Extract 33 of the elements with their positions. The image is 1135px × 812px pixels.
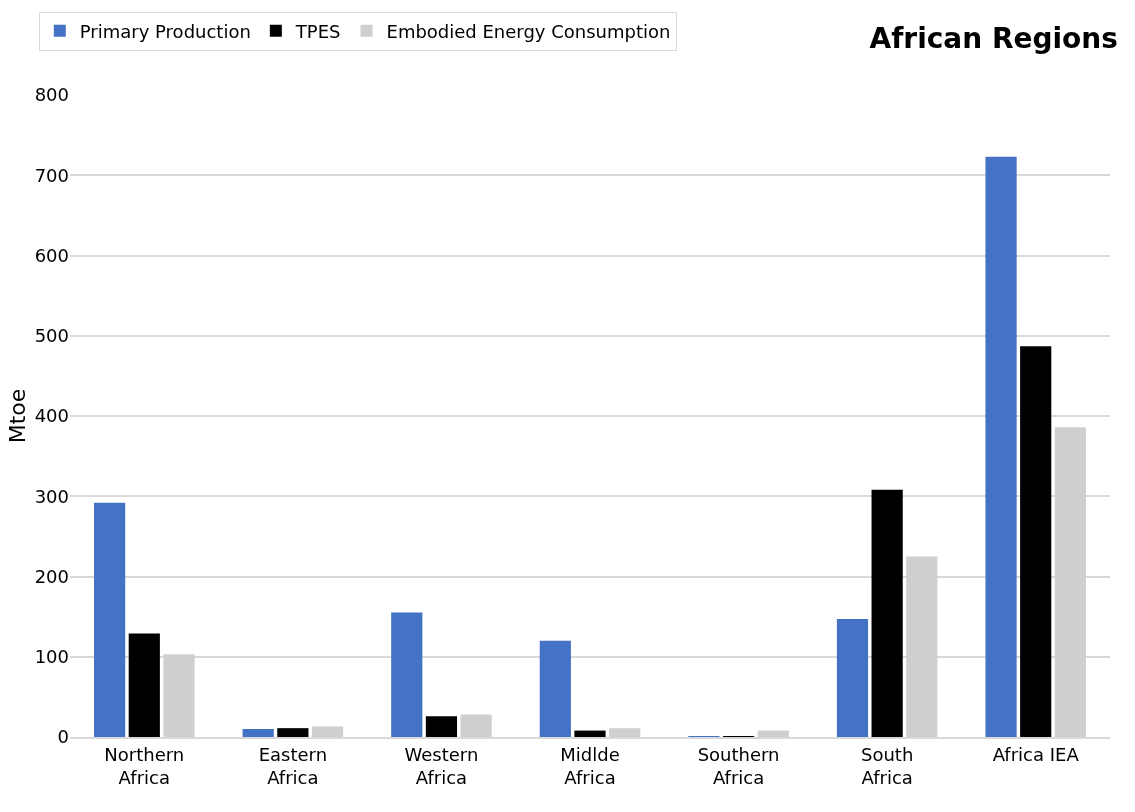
- y-tick-label: 0: [57, 726, 69, 748]
- bar: [425, 716, 458, 737]
- legend-label: TPES: [294, 20, 341, 42]
- x-tick-label: Northern Africa: [104, 743, 185, 788]
- y-tick-label: 700: [34, 164, 69, 186]
- legend-label: Primary Production: [79, 20, 251, 42]
- bar: [871, 489, 903, 737]
- bar: [1020, 346, 1052, 737]
- x-tick-label: Midlde Africa: [560, 743, 620, 788]
- bar: [836, 619, 869, 737]
- bar: [94, 502, 126, 737]
- y-tick-label: 400: [34, 405, 69, 427]
- bar: [574, 730, 606, 737]
- bar: [128, 633, 160, 737]
- bar: [539, 640, 571, 737]
- bar: [391, 612, 423, 737]
- x-tick-label: Southern Africa: [697, 743, 780, 788]
- x-tick-label: South Africa: [860, 743, 914, 788]
- legend-label: Embodied Energy Consumption: [386, 20, 671, 42]
- y-tick-label: 600: [34, 244, 69, 266]
- x-tick-label: Western Africa: [404, 743, 479, 788]
- x-tick-label: Eastern Africa: [258, 743, 328, 788]
- y-tick-label: 200: [34, 565, 69, 587]
- bar: [242, 728, 274, 737]
- y-tick-label: 500: [34, 325, 69, 347]
- bar: [985, 156, 1017, 737]
- x-tick-label: Africa IEA: [992, 743, 1080, 765]
- y-axis-title: Mtoe: [5, 388, 31, 444]
- bar: [277, 728, 309, 737]
- y-tick-label: 300: [34, 485, 69, 507]
- y-tick-label: 800: [34, 84, 69, 106]
- chart-title: African Regions: [869, 22, 1118, 56]
- y-tick-label: 100: [34, 646, 69, 668]
